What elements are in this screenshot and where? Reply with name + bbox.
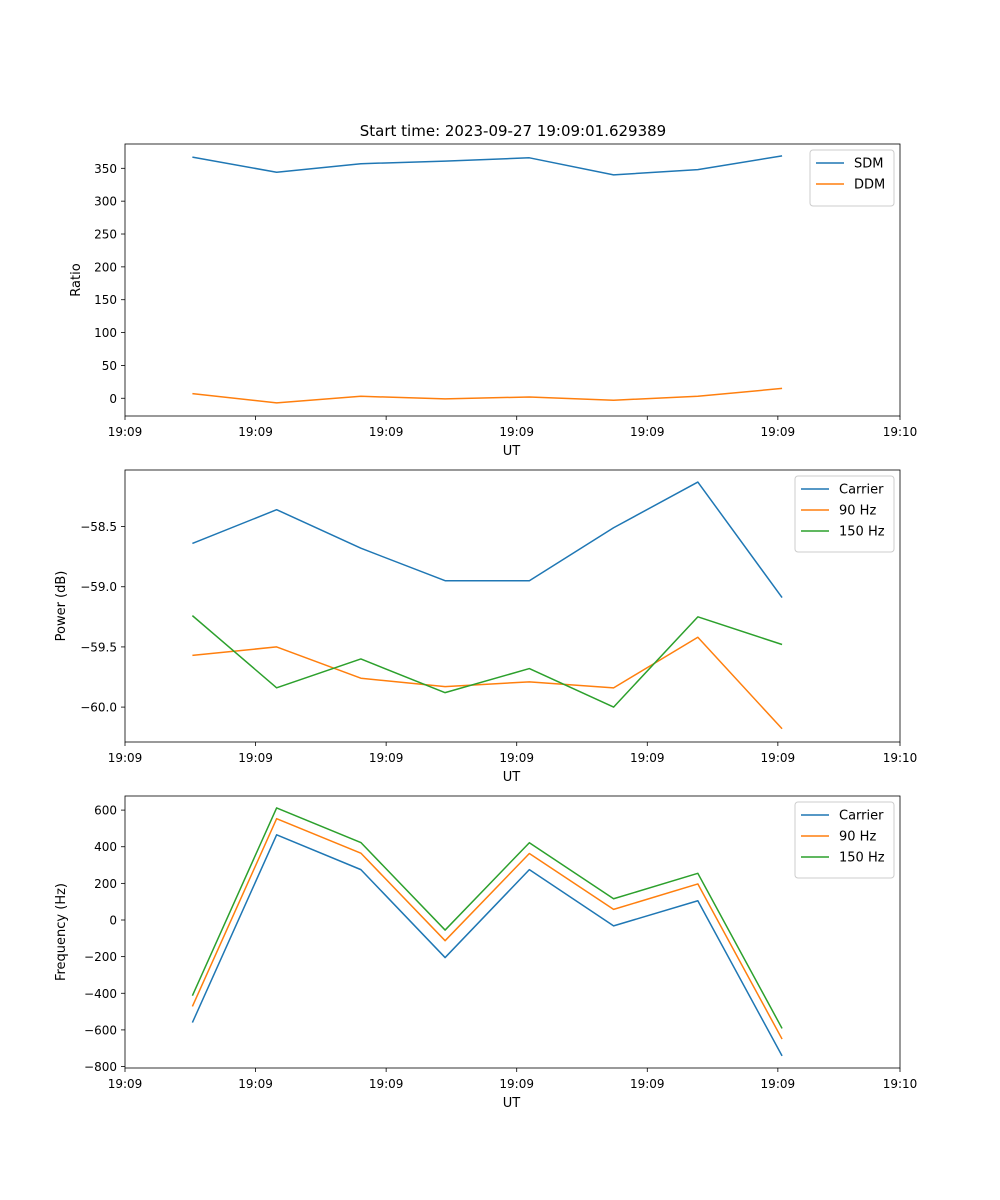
y-tick-label: −60.0 [80, 701, 117, 715]
y-tick-label: −59.0 [80, 580, 117, 594]
x-tick-label: 19:09 [761, 1077, 796, 1091]
y-tick-label: 350 [94, 162, 117, 176]
y-tick-label: 200 [94, 877, 117, 891]
y-tick-label: −200 [84, 950, 117, 964]
x-tick-label: 19:09 [630, 1077, 665, 1091]
y-tick-label: −59.5 [80, 640, 117, 654]
y-tick-label: 200 [94, 260, 117, 274]
legend-box [809, 149, 895, 207]
axes-frame [124, 143, 901, 417]
y-axis-label: Power (dB) [54, 571, 69, 642]
y-tick-label: 600 [94, 804, 117, 818]
axes-frame [124, 795, 901, 1069]
legend-label: 150 Hz [839, 851, 885, 866]
y-tick-label: 250 [94, 228, 117, 242]
y-tick-label: 400 [94, 840, 117, 854]
plots-container: 19:09 19:09 19:09 19:09 19:09 19:09 19:10 0 50 10… [54, 143, 918, 1111]
legend-box [794, 475, 895, 553]
x-axis-label: UT [503, 1096, 521, 1111]
series-line-sdm [192, 155, 783, 176]
legend-label: 90 Hz [839, 504, 876, 519]
y-tick-label: −600 [84, 1023, 117, 1037]
y-axis-label: Frequency (Hz) [54, 883, 69, 981]
x-tick-label: 19:09 [630, 425, 665, 439]
x-tick-label: 19:09 [761, 751, 796, 765]
legend-label: Carrier [839, 483, 884, 498]
legend: Carrier 90 Hz 150 Hz [794, 801, 895, 879]
x-tick-label: 19:09 [369, 1077, 404, 1091]
y-tick-label: 300 [94, 195, 117, 209]
x-tick-label: 19:09 [369, 751, 404, 765]
y-tick-label: 50 [102, 359, 117, 373]
x-tick-label: 19:10 [883, 751, 918, 765]
x-tick-label: 19:09 [238, 425, 273, 439]
legend-box [794, 801, 895, 879]
legend: SDM DDM [809, 149, 895, 207]
x-tick-label: 19:09 [499, 1077, 534, 1091]
x-tick-label: 19:09 [369, 425, 404, 439]
chart-panel-1: 19:09 19:09 19:09 19:09 19:09 19:09 19:10 0 50 10… [69, 143, 918, 459]
y-tick-label: 100 [94, 326, 117, 340]
legend-label: DDM [854, 178, 885, 193]
legend-label: Carrier [839, 809, 884, 824]
series-line-150-hz [191, 615, 783, 708]
legend-label: 150 Hz [839, 525, 885, 540]
y-tick-label: −800 [84, 1060, 117, 1074]
series-line-carrier [191, 834, 783, 1057]
x-tick-label: 19:09 [238, 751, 273, 765]
series-line-carrier [192, 481, 783, 599]
figure-title: Start time: 2023-09-27 19:09:01.629389 [360, 122, 666, 140]
y-tick-label: 150 [94, 293, 117, 307]
legend: Carrier 90 Hz 150 Hz [794, 475, 895, 553]
chart-panel-3: 19:09 19:09 19:09 19:09 19:09 19:09 19:10 −800 −… [54, 795, 918, 1111]
x-tick-label: 19:09 [108, 1077, 143, 1091]
series-line-150-hz [191, 807, 783, 1029]
x-tick-label: 19:10 [883, 1077, 918, 1091]
x-axis-label: UT [503, 770, 521, 785]
x-tick-label: 19:09 [499, 751, 534, 765]
y-tick-label: −58.5 [80, 520, 117, 534]
x-tick-label: 19:09 [238, 1077, 273, 1091]
y-tick-label: 0 [109, 392, 117, 406]
series-line-90-hz [191, 817, 783, 1040]
x-tick-label: 19:09 [499, 425, 534, 439]
legend-label: SDM [854, 157, 883, 172]
y-axis-label: Ratio [69, 263, 84, 296]
series-line-90-hz [192, 636, 783, 730]
x-tick-label: 19:09 [761, 425, 796, 439]
legend-label: 90 Hz [839, 830, 876, 845]
axes-frame [124, 469, 901, 743]
x-tick-label: 19:09 [108, 425, 143, 439]
x-tick-label: 19:09 [630, 751, 665, 765]
x-axis-label: UT [503, 444, 521, 459]
y-tick-label: −400 [84, 987, 117, 1001]
y-tick-label: 0 [109, 914, 117, 928]
x-tick-label: 19:09 [108, 751, 143, 765]
series-line-ddm [192, 387, 783, 404]
x-tick-label: 19:10 [883, 425, 918, 439]
chart-panel-2: 19:09 19:09 19:09 19:09 19:09 19:09 19:10 −60.0… [54, 469, 918, 785]
